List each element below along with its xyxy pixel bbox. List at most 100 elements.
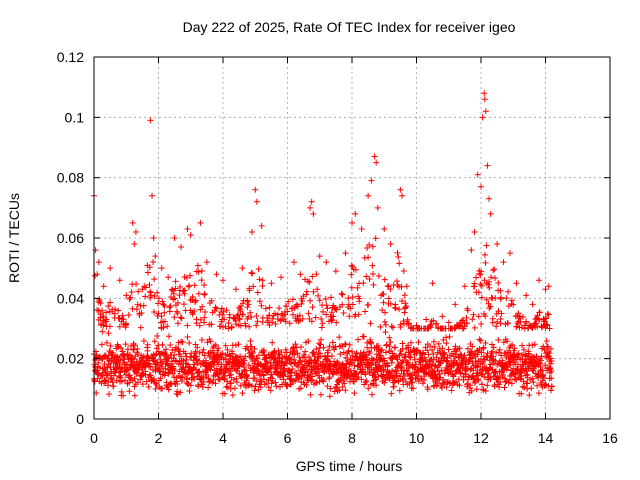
data-point: [278, 349, 285, 356]
data-point: [314, 286, 321, 293]
data-point: [542, 315, 549, 322]
data-point: [236, 316, 243, 323]
data-point: [397, 186, 404, 193]
data-point: [473, 362, 480, 369]
data-point: [221, 390, 228, 397]
data-point: [186, 340, 193, 347]
data-point: [504, 338, 511, 345]
data-point: [523, 318, 530, 325]
data-point: [233, 321, 240, 328]
data-point: [118, 388, 125, 395]
data-point: [457, 370, 464, 377]
data-point: [382, 309, 389, 316]
data-point: [260, 376, 267, 383]
data-point: [525, 350, 532, 357]
data-point: [370, 356, 377, 363]
data-point: [159, 298, 166, 305]
data-point: [94, 271, 101, 278]
data-point: [182, 350, 189, 357]
data-point: [410, 385, 417, 392]
data-point: [448, 387, 455, 394]
data-point: [95, 359, 102, 366]
data-point: [460, 377, 467, 384]
data-point: [145, 383, 152, 390]
data-point: [150, 259, 157, 266]
data-point: [452, 353, 459, 360]
data-point: [489, 348, 496, 355]
data-point: [354, 284, 361, 291]
data-point: [405, 344, 412, 351]
data-point: [339, 301, 346, 308]
data-point: [404, 359, 411, 366]
data-point: [455, 376, 462, 383]
data-point: [102, 368, 109, 375]
data-point: [131, 241, 138, 248]
data-point: [381, 225, 388, 232]
x-tick-label: 8: [348, 430, 356, 446]
data-point: [349, 219, 355, 226]
data-point: [171, 351, 178, 358]
data-point: [233, 375, 240, 382]
data-point: [208, 297, 215, 304]
data-point: [115, 307, 122, 314]
data-point: [430, 356, 437, 363]
data-point: [223, 307, 230, 314]
data-point: [200, 346, 207, 353]
data-point: [212, 341, 219, 348]
x-tick-label: 10: [409, 430, 425, 446]
data-point: [469, 316, 476, 323]
data-point: [369, 243, 376, 250]
data-point: [478, 268, 485, 275]
data-point: [366, 241, 373, 248]
data-point: [241, 357, 248, 364]
data-point: [100, 314, 107, 321]
data-point: [398, 350, 405, 357]
data-point: [398, 192, 405, 199]
data-point: [490, 344, 497, 351]
data-point: [494, 241, 501, 248]
data-point: [231, 385, 238, 392]
data-point: [518, 390, 525, 397]
data-point: [473, 274, 480, 281]
data-point: [445, 319, 452, 326]
data-point: [181, 287, 188, 294]
data-point: [294, 303, 301, 310]
data-point: [294, 350, 301, 357]
data-point: [479, 381, 486, 388]
data-point: [303, 291, 310, 298]
data-point: [368, 177, 375, 184]
data-point: [548, 375, 555, 382]
data-point: [403, 283, 410, 290]
y-tick-label: 0.08: [57, 170, 84, 186]
data-point: [215, 345, 222, 352]
data-point: [278, 274, 285, 281]
data-point: [489, 357, 496, 364]
data-point: [245, 362, 252, 369]
data-point: [310, 288, 317, 295]
data-point: [171, 374, 178, 381]
data-point: [518, 324, 525, 331]
data-point: [482, 313, 489, 320]
data-point: [326, 343, 333, 350]
data-point: [131, 392, 138, 399]
data-point: [333, 384, 340, 391]
data-point: [260, 347, 267, 354]
data-point: [447, 368, 454, 375]
data-point: [150, 376, 157, 383]
data-point: [395, 253, 402, 260]
data-point: [105, 303, 112, 310]
data-point: [477, 337, 484, 344]
data-point: [299, 298, 306, 305]
data-point: [245, 301, 252, 308]
data-point: [185, 363, 192, 370]
data-point: [247, 309, 254, 316]
data-point: [493, 323, 500, 330]
data-point: [184, 322, 191, 329]
data-point: [116, 369, 123, 376]
data-point: [348, 284, 355, 291]
data-point: [493, 349, 500, 356]
data-point: [507, 250, 514, 257]
data-point: [225, 319, 232, 326]
data-point: [348, 271, 355, 278]
data-point: [315, 350, 322, 357]
